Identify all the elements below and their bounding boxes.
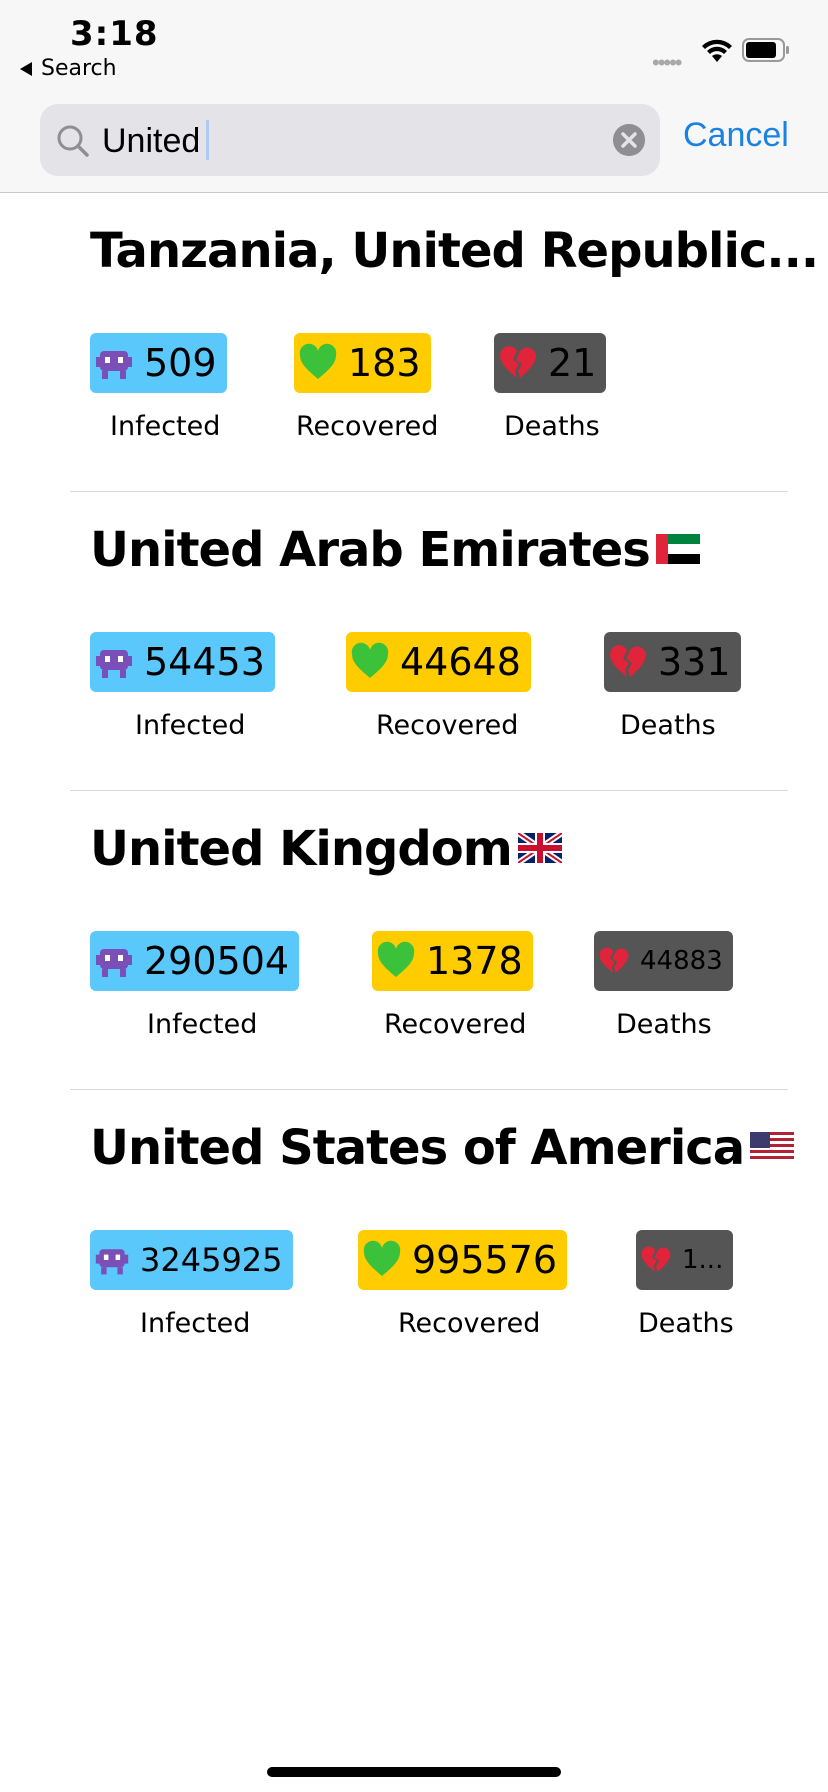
infected-badge: 290504 (90, 931, 300, 991)
search-icon (57, 125, 89, 157)
uae-flag-icon (655, 534, 700, 564)
recovered-count: 995576 (412, 1238, 558, 1282)
recovered-label: Recovered (376, 710, 519, 741)
text-caret (206, 120, 210, 160)
infected-label: Infected (147, 1009, 258, 1040)
green-heart-icon (351, 642, 389, 678)
recovered-count: 183 (348, 341, 421, 385)
alien-monster-icon (96, 351, 132, 379)
recovered-badge: 995576 (358, 1230, 568, 1290)
deaths-label: Deaths (638, 1308, 734, 1339)
search-input[interactable]: United (40, 104, 660, 176)
infected-count: 54453 (144, 640, 265, 684)
deaths-badge: 1... (636, 1230, 734, 1290)
search-value: United (102, 120, 210, 161)
country-name: United States of America (90, 1120, 795, 1176)
recovered-label: Recovered (384, 1009, 527, 1040)
back-to-search-link[interactable]: Search (20, 56, 117, 81)
country-row[interactable]: United States of America 3245925 Infecte… (70, 1090, 795, 1388)
recovered-badge: 1378 (372, 931, 533, 991)
infected-badge: 54453 (90, 632, 275, 692)
country-name: United Arab Emirates (90, 522, 700, 578)
back-arrow-icon (20, 62, 32, 76)
cancel-button[interactable]: Cancel (683, 116, 789, 154)
infected-label: Infected (135, 710, 246, 741)
deaths-count: 44883 (640, 946, 723, 976)
infected-count: 290504 (144, 939, 290, 983)
deaths-count: 331 (658, 640, 731, 684)
country-name: United Kingdom (90, 821, 562, 877)
deaths-label: Deaths (504, 411, 600, 442)
recovered-label: Recovered (296, 411, 439, 442)
country-row[interactable]: Tanzania, United Republic... 509 Infecte… (70, 193, 819, 492)
clear-icon[interactable] (613, 124, 645, 156)
alien-monster-icon (96, 650, 132, 678)
country-name: Tanzania, United Republic... (90, 223, 819, 279)
battery-icon (742, 38, 789, 62)
infected-stat: 509 Infected (90, 333, 227, 442)
recovered-label: Recovered (398, 1308, 541, 1339)
recovered-count: 44648 (400, 640, 521, 684)
search-bar: United Cancel (0, 96, 828, 193)
back-label: Search (41, 56, 117, 81)
country-name-text: United Kingdom (90, 821, 513, 877)
infected-stat: 290504 Infected (90, 931, 300, 1040)
infected-label: Infected (140, 1308, 251, 1339)
deaths-badge: 44883 (594, 931, 733, 991)
infected-count: 509 (144, 341, 217, 385)
deaths-count: 21 (548, 341, 597, 385)
broken-heart-icon (641, 1246, 671, 1272)
deaths-count: 1... (682, 1245, 724, 1275)
country-list: Tanzania, United Republic... 509 Infecte… (0, 193, 828, 1388)
infected-badge: 3245925 (90, 1230, 293, 1290)
recovered-count: 1378 (426, 939, 523, 983)
status-bar: 3:18 Search ••••• (0, 0, 828, 96)
deaths-badge: 331 (604, 632, 741, 692)
country-name-text: United States of America (90, 1120, 745, 1176)
recovered-stat: 44648 Recovered (346, 632, 531, 741)
deaths-label: Deaths (620, 710, 716, 741)
broken-heart-icon (610, 645, 646, 677)
us-flag-icon (750, 1132, 795, 1162)
uk-flag-icon (517, 833, 562, 863)
recovered-stat: 1378 Recovered (372, 931, 533, 1040)
country-row[interactable]: United Kingdom 290504 Infected 1378 Reco… (70, 791, 788, 1090)
broken-heart-icon (599, 947, 629, 973)
deaths-stat: 44883 Deaths (594, 931, 733, 1040)
country-name-text: Tanzania, United Republic... (90, 223, 819, 279)
cellular-signal-icon: ••••• (652, 50, 682, 75)
green-heart-icon (299, 343, 337, 379)
deaths-stat: 21 Deaths (494, 333, 607, 442)
recovered-stat: 995576 Recovered (358, 1230, 568, 1339)
country-name-text: United Arab Emirates (90, 522, 651, 578)
deaths-stat: 1... Deaths (636, 1230, 734, 1339)
broken-heart-icon (500, 346, 536, 378)
green-heart-icon (363, 1240, 401, 1276)
deaths-stat: 331 Deaths (604, 632, 741, 741)
recovered-badge: 183 (294, 333, 431, 393)
infected-stat: 3245925 Infected (90, 1230, 293, 1339)
home-indicator[interactable] (267, 1767, 561, 1777)
status-time: 3:18 (70, 14, 159, 54)
infected-label: Infected (110, 411, 221, 442)
search-value-text: United (102, 122, 201, 160)
alien-monster-icon (96, 949, 132, 977)
deaths-label: Deaths (616, 1009, 712, 1040)
country-row[interactable]: United Arab Emirates 54453 Infected 4464… (70, 492, 788, 791)
infected-stat: 54453 Infected (90, 632, 275, 741)
recovered-badge: 44648 (346, 632, 531, 692)
green-heart-icon (377, 941, 415, 977)
alien-monster-icon (95, 1249, 129, 1275)
recovered-stat: 183 Recovered (294, 333, 438, 442)
wifi-icon (702, 39, 732, 62)
infected-badge: 509 (90, 333, 227, 393)
infected-count: 3245925 (140, 1241, 283, 1279)
deaths-badge: 21 (494, 333, 607, 393)
